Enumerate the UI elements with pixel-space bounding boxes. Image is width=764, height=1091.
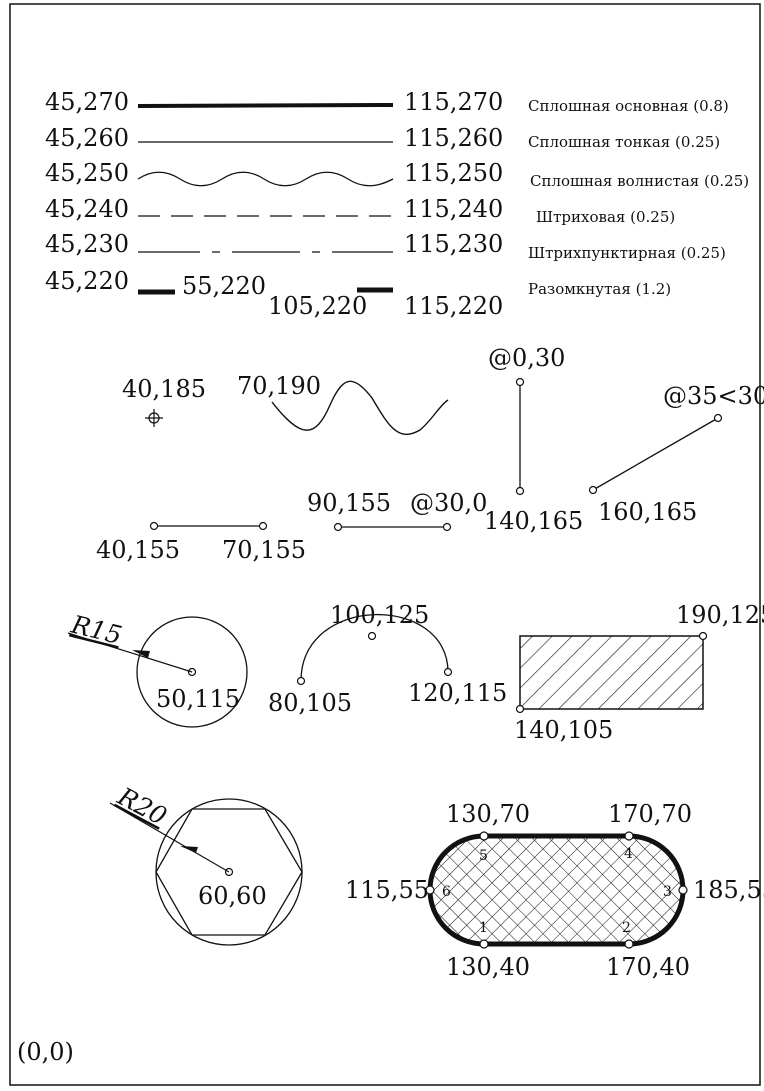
hex-radius-arrow (180, 846, 198, 853)
slot-point-3-number: 3 (663, 884, 672, 900)
open-line-inner-right: 105,220 (268, 292, 367, 320)
slot-point-5-dot (479, 831, 489, 841)
slant-end-dot (713, 413, 723, 423)
rect-corner1-label: 140,105 (514, 716, 613, 744)
slot-point-6-dot (425, 885, 435, 895)
vertical-end-label: @0,30 (488, 344, 565, 372)
line-legend: Штрихпунктирная (0.25) (528, 244, 726, 262)
slot-point-4-dot (624, 831, 634, 841)
circle-radius-arrow (132, 650, 150, 658)
segment-2-end-label: @30,0 (410, 489, 487, 517)
line-start-label: 45,230 (45, 230, 129, 258)
slot-point-5-label: 130,70 (446, 800, 530, 828)
arc-mid-label: 100,125 (330, 601, 429, 629)
slot-crosshatch (430, 836, 683, 944)
hex-center-label: 60,60 (198, 882, 267, 910)
circle-radius-leader (67, 632, 193, 673)
hex-radius-label: R20 (112, 781, 171, 831)
rect-corner1-dot (515, 704, 525, 714)
line-legend: Разомкнутая (1.2) (528, 280, 671, 298)
segment-1-start-dot (149, 521, 159, 531)
line-end-label: 115,260 (404, 124, 503, 152)
sheet-border (9, 3, 761, 1086)
line-start-label: 45,250 (45, 159, 129, 187)
line-legend: Сплошная основная (0.8) (528, 97, 729, 115)
line-types: 45,270 115,270 Сплошная основная (0.8) 4… (45, 88, 749, 320)
vertical-start-label: 140,165 (484, 507, 583, 535)
arc-mid-dot (367, 631, 377, 641)
slot-point-4-number: 4 (624, 846, 633, 862)
slot-point-2-dot (624, 939, 634, 949)
arc-end-label: 120,115 (408, 679, 507, 707)
arc-start-label: 80,105 (268, 689, 352, 717)
open-line-inner-left: 55,220 (182, 272, 266, 300)
slot-point-5-number: 5 (479, 848, 488, 864)
segment-2-start-label: 90,155 (307, 489, 391, 517)
circle-r15 (136, 616, 248, 728)
rect-corner2-label: 190,125 (676, 601, 764, 629)
origin-label: (0,0) (17, 1038, 74, 1066)
line-wavy (137, 171, 394, 187)
arc-3point (300, 613, 449, 682)
line-start-label: 45,240 (45, 195, 129, 223)
hex-radius-leader (109, 802, 230, 873)
line-end-label: 115,220 (404, 292, 503, 320)
slot-point-3-label: 185,55 (693, 876, 764, 904)
slot-point-6-number: 6 (442, 884, 451, 900)
slant-end-label: @35<30 (663, 382, 764, 410)
curves: R15 50,115 80,105 100,125 120,115 140,10… (68, 601, 764, 744)
primitives: 40,185 70,190 40,155 70,155 90,155 @30,0… (96, 344, 764, 564)
hexagon (155, 808, 303, 936)
slot-point-4-label: 170,70 (608, 800, 692, 828)
line-start-label: 45,220 (45, 267, 129, 295)
line-end-label: 115,270 (404, 88, 503, 116)
segment-1-start-label: 40,155 (96, 536, 180, 564)
circle-center-label: 50,115 (156, 685, 240, 713)
line-end-label: 115,240 (404, 195, 503, 223)
slot-point-1-label: 130,40 (446, 953, 530, 981)
segment-2-end-dot (442, 522, 452, 532)
line-legend: Штриховая (0.25) (536, 208, 675, 226)
line-end-label: 115,230 (404, 230, 503, 258)
line-start-label: 45,260 (45, 124, 129, 152)
slant-segment (592, 417, 719, 491)
slot-point-1-number: 1 (479, 920, 488, 936)
segment-1-end-dot (258, 521, 268, 531)
slant-start-dot (588, 485, 598, 495)
slot-point-2-label: 170,40 (606, 953, 690, 981)
slot-point-1-dot (479, 939, 489, 949)
point-label: 40,185 (122, 375, 206, 403)
slot-point-6-label: 115,55 (345, 876, 429, 904)
circle-radius-label: R15 (68, 609, 125, 650)
slot-point-3-dot (678, 885, 688, 895)
polygons: R20 60,60 1 2 3 4 5 6 130,40 170,40 185,… (109, 781, 764, 981)
rect-corner2-dot (698, 631, 708, 641)
line-end-label: 115,250 (404, 159, 503, 187)
vertical-end-dot (515, 377, 525, 387)
arc-start-dot (296, 676, 306, 686)
line-legend: Сплошная волнистая (0.25) (530, 172, 749, 190)
wave-start-label: 70,190 (237, 372, 321, 400)
line-solid-main (137, 103, 394, 108)
wave-curve (271, 380, 449, 436)
arc-end-dot (443, 667, 453, 677)
line-legend: Сплошная тонкая (0.25) (528, 133, 720, 151)
point-marker (145, 409, 163, 427)
line-start-label: 45,270 (45, 88, 129, 116)
hatched-rectangle (519, 635, 704, 710)
vertical-start-dot (515, 486, 525, 496)
segment-2-start-dot (333, 522, 343, 532)
segment-1-end-label: 70,155 (222, 536, 306, 564)
slant-start-label: 160,165 (598, 498, 697, 526)
slot-point-2-number: 2 (622, 920, 631, 936)
